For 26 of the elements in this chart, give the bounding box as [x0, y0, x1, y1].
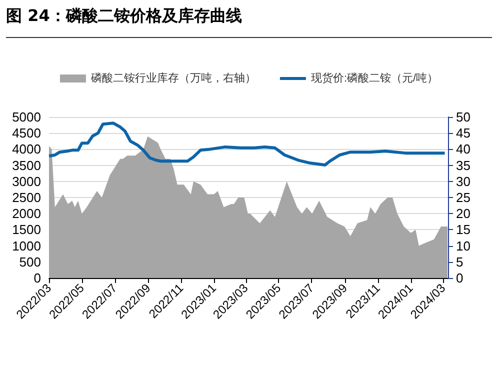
y2-tick-label: 15 [456, 222, 470, 238]
y2-tick-label: 25 [456, 190, 470, 205]
y-tick-label: 2000 [12, 206, 41, 222]
y-tick-label: 0 [34, 270, 41, 286]
line-series [48, 122, 446, 166]
y2-tick-label: 30 [456, 174, 470, 189]
y-tick-label: 3500 [12, 158, 41, 173]
legend-label: 磷酸二铵行业库存（万吨，右轴） [90, 72, 256, 84]
y-tick-label: 1000 [12, 238, 41, 254]
y2-tick-label: 5 [456, 254, 464, 270]
y2-tick-label: 35 [456, 158, 470, 173]
y-tick-label: 4000 [12, 142, 41, 157]
y-tick-label: 3000 [12, 174, 41, 189]
y-tick-label: 2500 [12, 190, 41, 205]
y2-tick-label: 50 [456, 110, 470, 124]
y2-tick-label: 20 [456, 206, 470, 222]
y2-tick-label: 40 [456, 142, 470, 157]
chart-title: 图 24：磷酸二铵价格及库存曲线 [6, 6, 492, 38]
y-tick-label: 1500 [12, 222, 41, 238]
y-tick-label: 5000 [12, 110, 41, 124]
y-tick-label: 4500 [12, 126, 41, 141]
y2-tick-label: 10 [456, 238, 470, 254]
legend-label: 现货价:磷酸二铵（元/吨） [310, 72, 438, 84]
y-tick-label: 500 [19, 254, 41, 270]
y2-tick-label: 45 [456, 126, 470, 141]
y2-tick-label: 0 [456, 270, 464, 286]
